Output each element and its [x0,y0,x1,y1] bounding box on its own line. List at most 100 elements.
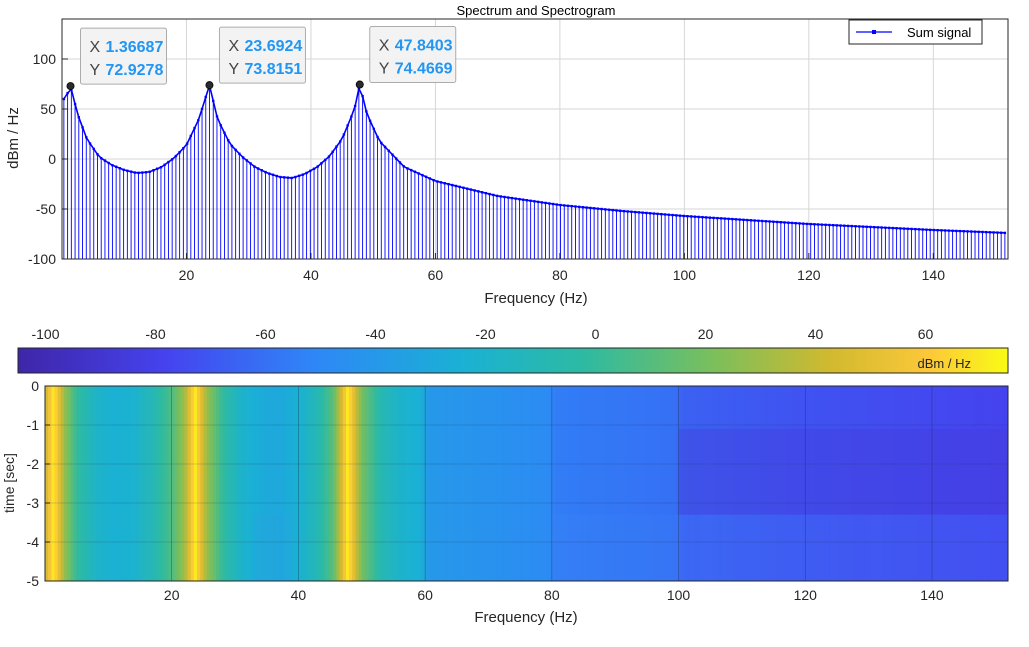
stem-marker [357,87,361,90]
stem-marker [428,177,432,180]
heatmap-cell [738,386,743,581]
stem-marker [129,170,133,173]
stem-marker [88,142,92,145]
heatmap-cell [171,386,176,581]
heatmap-cell [596,386,600,581]
stem-marker [600,207,603,211]
spectrum-stems [63,85,1006,259]
heatmap-cell [675,386,680,581]
heatmap-cell [849,386,854,581]
stem-marker [286,176,290,179]
heatmap-cell [577,386,581,581]
stem-marker [81,126,84,129]
heatmap-cell [881,386,886,581]
stem-marker [118,167,122,170]
heatmap-cell [149,386,154,581]
stem-marker [910,227,913,231]
heatmap-cell [716,386,721,581]
stem-marker [865,225,868,228]
stem-marker [335,145,338,148]
heatmap-cell [200,386,204,581]
stem-marker [790,221,794,225]
colorbar-label: dBm / Hz [918,356,971,371]
stem-marker [395,157,398,160]
stem-marker [174,154,178,158]
spectrogram-axes-box [44,385,1009,582]
stem-marker [480,191,484,194]
x-tick-label: 120 [794,587,818,603]
heatmap-cell [897,386,901,581]
heatmap-cell [564,386,569,581]
spectrum-markers [62,84,1007,235]
heatmap-cell [178,386,182,581]
heatmap-cell [326,386,331,581]
stem-marker [338,140,342,143]
heatmap-cell [760,386,765,581]
stem-marker [686,215,689,218]
heatmap-cell [650,386,654,581]
heatmap-cell [551,514,1008,581]
heatmap-cell [415,386,420,581]
heatmap-cell [352,386,357,581]
heatmap-cell [418,386,423,581]
heatmap-cell [86,386,90,581]
stem-marker [477,190,480,193]
stem-marker [682,214,685,218]
legend[interactable]: Sum signal [848,19,983,45]
stem-marker [62,97,66,101]
heatmap-cell [311,386,315,581]
stem-marker [327,155,331,158]
stem-marker [469,188,473,191]
spectrogram-y-label: time [sec] [1,453,17,513]
heatmap-cell [130,386,135,581]
stem-marker [447,182,450,186]
datatip-x-value: 47.8403 [395,38,453,55]
heatmap-cell [380,386,385,581]
stem-marker [107,161,110,165]
heatmap-cell [992,386,996,581]
heatmap-cell [583,386,588,581]
heatmap-cell [874,386,879,581]
heatmap-cell [982,386,987,581]
heatmap-cell [51,386,56,581]
heatmap-cell [703,386,708,581]
heatmap-cell [349,386,353,581]
stem-marker [798,222,801,225]
stem-marker [353,104,357,108]
heatmap-cell [504,386,509,581]
stem-marker [831,223,835,227]
stem-marker [809,222,812,226]
heatmap-cell [339,386,344,581]
stem-marker [170,158,174,161]
heatmap-cell [250,386,255,581]
stem-marker [775,220,779,224]
heatmap-cell [757,386,762,581]
stem-marker [383,145,387,149]
stem-marker [846,224,850,228]
heatmap-cell [672,386,676,581]
heatmap-cell [802,386,806,581]
heatmap-cell [330,386,334,581]
stem-marker [899,227,902,230]
stem-marker [406,167,409,170]
stem-marker [641,211,644,214]
stem-marker [133,171,137,174]
stem-marker [279,175,282,179]
heatmap-cell [713,386,718,581]
heatmap-cell [612,386,616,581]
colorbar-gradient [17,347,1009,374]
stem-marker [895,227,898,230]
heatmap-cell [266,386,271,581]
stem-marker [454,184,458,188]
heatmap-cell [795,386,800,581]
spectrum-x-label: Frequency (Hz) [484,290,587,307]
stem-marker [887,226,891,230]
heatmap-cell [168,386,173,581]
heatmap-cell [406,386,410,581]
heatmap-cell [314,386,319,581]
stem-marker [727,217,730,221]
heatmap-cell [136,386,141,581]
stem-marker [929,228,932,232]
stem-marker [305,171,308,175]
x-tick-label: 140 [920,587,944,603]
